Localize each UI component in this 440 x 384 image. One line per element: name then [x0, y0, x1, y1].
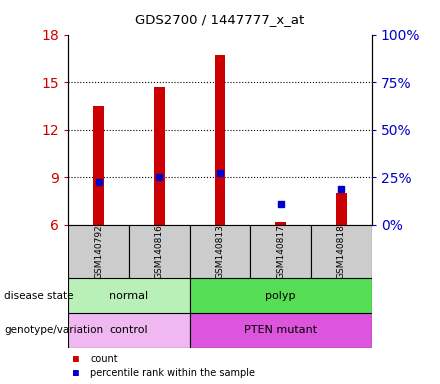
- Text: GSM140817: GSM140817: [276, 224, 285, 279]
- Text: GSM140818: GSM140818: [337, 224, 346, 279]
- Bar: [190, 313, 372, 348]
- Bar: [93, 106, 104, 225]
- Bar: [68, 278, 190, 313]
- Bar: [68, 313, 190, 348]
- Text: GSM140816: GSM140816: [155, 224, 164, 279]
- Bar: [190, 225, 250, 278]
- Bar: [68, 225, 129, 278]
- Bar: [190, 278, 372, 313]
- Text: normal: normal: [110, 291, 148, 301]
- Text: disease state: disease state: [4, 291, 74, 301]
- Text: genotype/variation: genotype/variation: [4, 325, 103, 335]
- Text: ■: ■: [73, 354, 78, 364]
- Bar: [275, 222, 286, 225]
- Text: GDS2700 / 1447777_x_at: GDS2700 / 1447777_x_at: [136, 13, 304, 26]
- Bar: [250, 225, 311, 278]
- Text: GSM140813: GSM140813: [216, 224, 224, 279]
- Bar: [129, 225, 190, 278]
- Bar: [311, 225, 372, 278]
- Bar: [215, 55, 225, 225]
- Bar: [154, 87, 165, 225]
- Text: percentile rank within the sample: percentile rank within the sample: [90, 368, 255, 378]
- Text: GSM140792: GSM140792: [94, 224, 103, 279]
- Text: PTEN mutant: PTEN mutant: [244, 325, 317, 335]
- Text: control: control: [110, 325, 148, 335]
- Text: polyp: polyp: [265, 291, 296, 301]
- Bar: [336, 193, 347, 225]
- Text: count: count: [90, 354, 118, 364]
- Text: ■: ■: [73, 368, 78, 378]
